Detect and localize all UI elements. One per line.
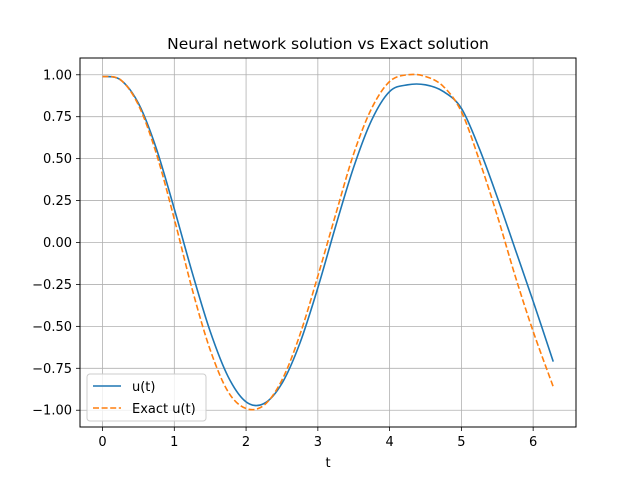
y-tick-label: 0.00 — [43, 236, 72, 251]
y-tick-label: −0.50 — [32, 320, 72, 335]
series-line-u — [102, 75, 555, 407]
x-tick-label: 5 — [457, 435, 465, 450]
x-tick-label: 0 — [98, 435, 106, 450]
chart-title: Neural network solution vs Exact solutio… — [167, 35, 489, 53]
plot-series — [102, 73, 555, 411]
x-tick-label: 2 — [242, 435, 250, 450]
y-tick-label: 0.25 — [43, 194, 72, 209]
y-tick-label: 0.50 — [43, 152, 72, 167]
legend-label-exact: Exact u(t) — [132, 402, 196, 417]
x-tick-label: 6 — [529, 435, 537, 450]
y-tick-label: 1.00 — [43, 68, 72, 83]
y-tick-label: −1.00 — [32, 404, 72, 419]
y-tick-label: 0.75 — [43, 110, 72, 125]
x-tick-label: 3 — [314, 435, 322, 450]
axis-ticks: 0 1 2 3 4 5 6 1.00 0.75 0.50 0.25 0.00 −0.25 −0.50 −0.… — [32, 68, 537, 450]
series-line-exact — [102, 73, 555, 411]
legend: u(t) Exact u(t) — [86, 373, 207, 422]
y-tick-label: −0.75 — [32, 362, 72, 377]
legend-label-u: u(t) — [132, 380, 155, 395]
x-tick-label: 4 — [385, 435, 393, 450]
x-tick-label: 1 — [170, 435, 178, 450]
x-axis-label: t — [325, 456, 330, 471]
y-tick-label: −0.25 — [32, 278, 72, 293]
